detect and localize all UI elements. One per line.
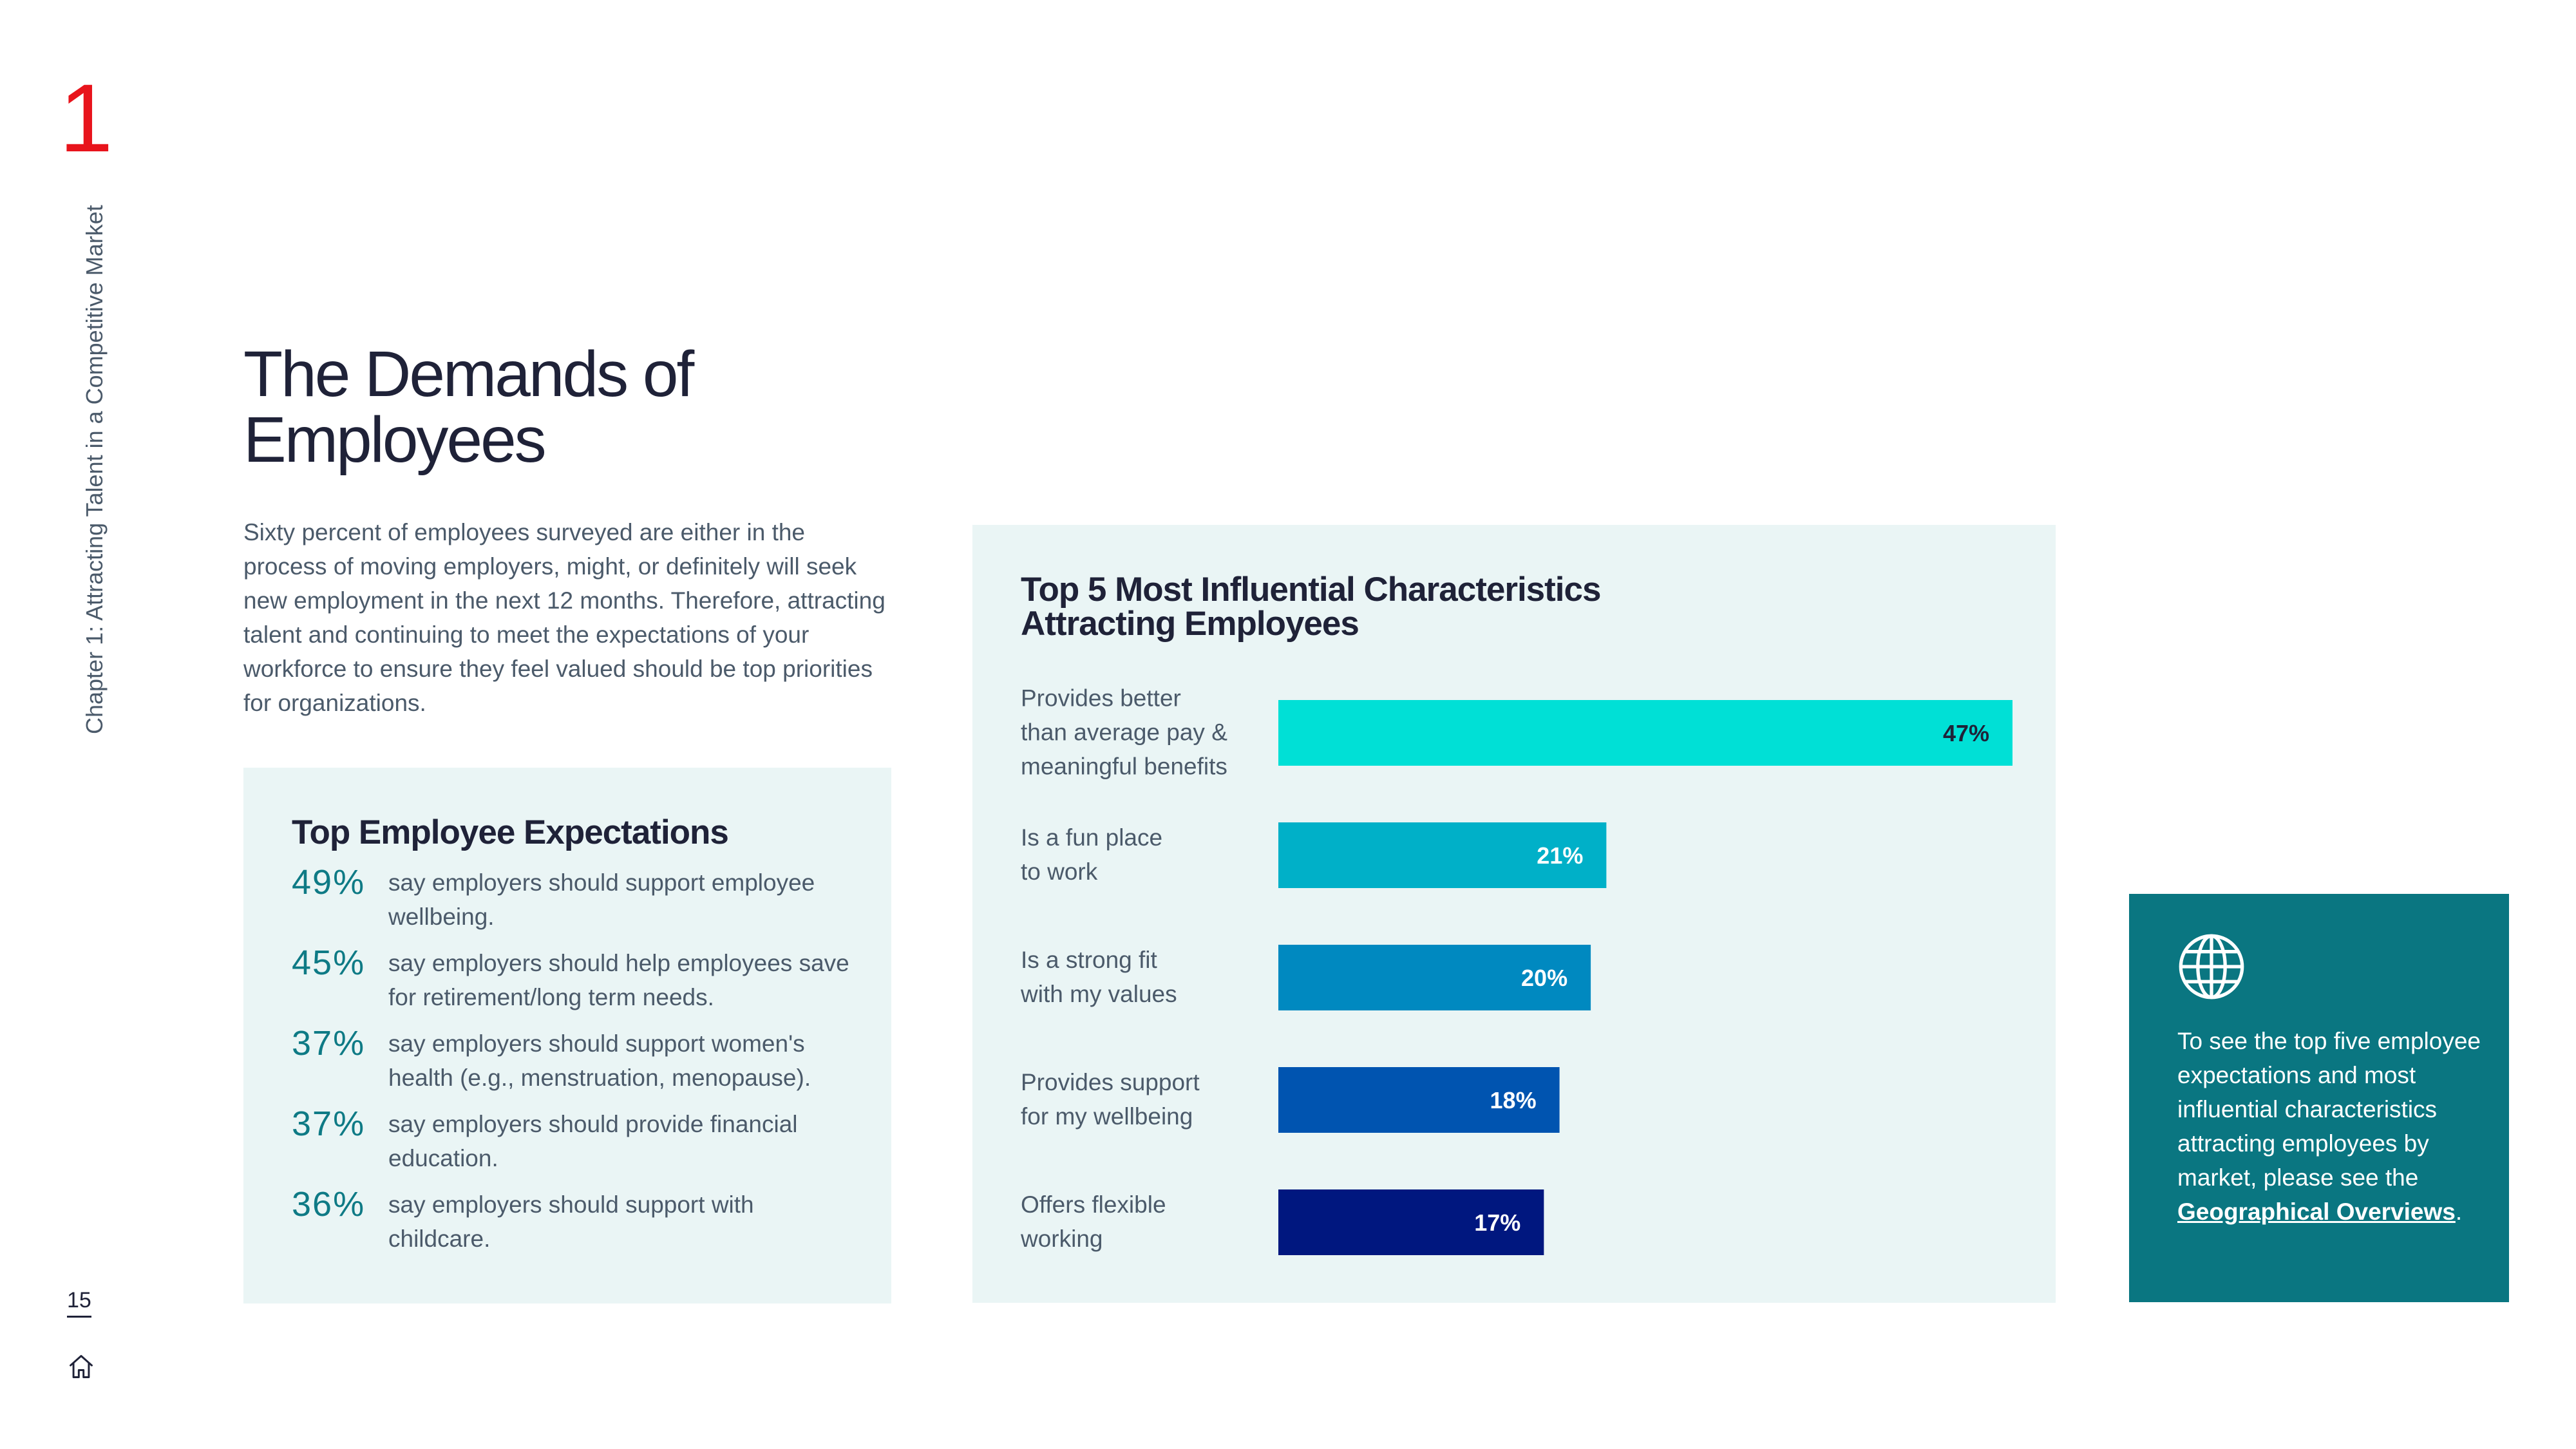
category-label-line: Provides support bbox=[1021, 1069, 1200, 1095]
expectations-title: Top Employee Expectations bbox=[292, 813, 729, 851]
bar-value-label: 47% bbox=[1943, 720, 1989, 746]
category-label-line: with my values bbox=[1020, 981, 1177, 1007]
expectation-text: say employers should support employee we… bbox=[388, 869, 815, 930]
bar-2 bbox=[1278, 822, 1607, 888]
expectation-percent: 37% bbox=[292, 1104, 366, 1143]
chart-title: Top 5 Most Influential Characteristics A… bbox=[1021, 573, 1665, 641]
expectations-list: 49% say employers should support employe… bbox=[292, 864, 871, 1267]
intro-paragraph: Sixty percent of employees surveyed are … bbox=[243, 519, 886, 716]
expectation-item: 37% say employers should support women's… bbox=[292, 1025, 871, 1106]
callout-text: To see the top five employee expectation… bbox=[2177, 1024, 2493, 1229]
expectation-percent: 45% bbox=[292, 943, 366, 982]
chart-title-line-1: Top 5 Most Influential Characteristics bbox=[1021, 571, 1601, 609]
category-label: Is a fun place to work bbox=[1021, 824, 1162, 885]
bar-3 bbox=[1278, 945, 1591, 1010]
category-label-line: Offers flexible bbox=[1021, 1191, 1166, 1218]
geographical-overview-callout: To see the top five employee expectation… bbox=[2129, 894, 2509, 1302]
callout-body: To see the top five employee expectation… bbox=[2177, 1028, 2481, 1191]
page-number: 15 bbox=[67, 1288, 91, 1318]
category-label-line: Provides better bbox=[1021, 685, 1181, 712]
chapter-side-label[interactable]: Chapter 1: Attracting Talent in a Compet… bbox=[81, 205, 108, 734]
category-label-line: Is a strong fit bbox=[1021, 947, 1158, 973]
bar-value-label: 20% bbox=[1521, 965, 1567, 991]
home-icon[interactable] bbox=[67, 1352, 95, 1381]
category-label-line: meaningful benefits bbox=[1021, 753, 1227, 780]
bar-value-label: 18% bbox=[1490, 1087, 1537, 1113]
bar-value-label: 21% bbox=[1537, 842, 1583, 869]
bar-chart: 47% Provides better than average pay & mean… bbox=[1020, 685, 2012, 1255]
expectation-item: 49% say employers should support employe… bbox=[292, 864, 871, 945]
expectation-percent: 49% bbox=[292, 863, 366, 902]
bar-5 bbox=[1278, 1189, 1544, 1255]
expectation-text: say employers should support with childc… bbox=[388, 1191, 754, 1252]
expectation-text: say employers should provide financial e… bbox=[388, 1111, 798, 1171]
chart-title-line-2: Attracting Employees bbox=[1021, 605, 1359, 643]
geographical-overviews-link[interactable]: Geographical Overviews bbox=[2177, 1198, 2456, 1225]
expectation-percent: 36% bbox=[292, 1185, 366, 1224]
category-label: Provides better than average pay & meaning… bbox=[1021, 685, 1227, 780]
category-label-line: working bbox=[1020, 1226, 1103, 1252]
bar-1 bbox=[1278, 700, 2012, 766]
category-label: Offers flexible working bbox=[1020, 1191, 1166, 1252]
globe-icon bbox=[2179, 934, 2244, 999]
category-label-line: than average pay & bbox=[1021, 719, 1227, 746]
page-title: The Demands of Employees bbox=[243, 338, 694, 476]
expectation-percent: 37% bbox=[292, 1024, 366, 1063]
category-label: Provides support for my wellbeing bbox=[1021, 1069, 1200, 1130]
expectation-item: 37% say employers should provide financi… bbox=[292, 1106, 871, 1186]
bar-4 bbox=[1278, 1067, 1560, 1133]
category-label-line: to work bbox=[1021, 858, 1098, 885]
page-title-line-2: Employees bbox=[243, 404, 547, 476]
chapter-number: 1 bbox=[59, 64, 113, 172]
expectation-item: 36% say employers should support with ch… bbox=[292, 1186, 871, 1267]
callout-suffix: . bbox=[2455, 1198, 2463, 1225]
expectations-panel: Top Employee Expectations 49% say employ… bbox=[243, 768, 891, 1303]
category-label-line: for my wellbeing bbox=[1021, 1103, 1193, 1130]
category-label-line: Is a fun place bbox=[1021, 824, 1162, 851]
page-title-line-1: The Demands of bbox=[243, 338, 694, 410]
expectation-text: say employers should help employees save… bbox=[388, 950, 849, 1010]
expectation-item: 45% say employers should help employees … bbox=[292, 945, 871, 1025]
category-label: Is a strong fit with my values bbox=[1020, 947, 1177, 1007]
bar-value-label: 17% bbox=[1474, 1209, 1520, 1236]
chart-panel: Top 5 Most Influential Characteristics A… bbox=[972, 525, 2056, 1303]
expectation-text: say employers should support women's hea… bbox=[388, 1030, 811, 1091]
